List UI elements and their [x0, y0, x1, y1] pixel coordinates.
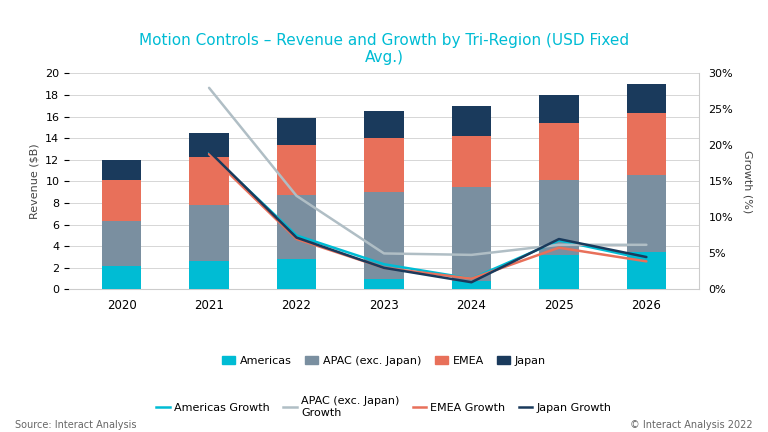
Bar	[627, 251, 666, 289]
Bar	[190, 261, 229, 289]
Legend: Americas Growth, APAC (exc. Japan)
Growth, EMEA Growth, Japan Growth: Americas Growth, APAC (exc. Japan) Growt…	[152, 392, 616, 422]
Bar	[539, 95, 578, 123]
Bar	[102, 266, 141, 289]
Bar	[102, 181, 141, 221]
Bar	[190, 133, 229, 157]
Text: © Interact Analysis 2022: © Interact Analysis 2022	[630, 420, 753, 430]
Bar	[276, 145, 316, 196]
Bar	[452, 106, 492, 136]
Bar	[364, 111, 404, 138]
Bar	[276, 118, 316, 145]
Bar	[364, 192, 404, 279]
Bar	[539, 255, 578, 289]
Text: Source: Interact Analysis: Source: Interact Analysis	[15, 420, 137, 430]
Bar	[539, 123, 578, 181]
Bar	[190, 156, 229, 205]
Bar	[364, 138, 404, 192]
Bar	[102, 222, 141, 266]
Y-axis label: Revenue ($B): Revenue ($B)	[30, 143, 40, 219]
Bar	[276, 259, 316, 289]
Bar	[364, 279, 404, 289]
Y-axis label: Growth (%): Growth (%)	[743, 150, 753, 213]
Bar	[627, 113, 666, 175]
Title: Motion Controls – Revenue and Growth by Tri-Region (USD Fixed
Avg.): Motion Controls – Revenue and Growth by …	[139, 33, 629, 65]
Bar	[539, 181, 578, 255]
Bar	[452, 136, 492, 187]
Bar	[276, 195, 316, 259]
Bar	[102, 160, 141, 181]
Bar	[452, 281, 492, 289]
Bar	[627, 175, 666, 251]
Bar	[627, 84, 666, 113]
Bar	[190, 205, 229, 261]
Legend: Americas, APAC (exc. Japan), EMEA, Japan: Americas, APAC (exc. Japan), EMEA, Japan	[217, 351, 551, 370]
Bar	[452, 187, 492, 281]
